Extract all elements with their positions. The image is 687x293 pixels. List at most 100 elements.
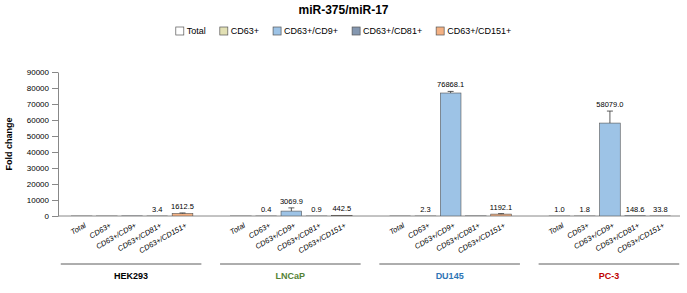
data-label: 58079.0 [596,100,623,109]
y-tick-mark [52,88,58,89]
bar [97,215,118,216]
data-label: 1612.5 [171,202,194,211]
data-label: 0.9 [311,205,321,214]
bar [122,215,143,216]
error-bar-cap [498,213,504,214]
x-tick-label: Total [69,221,88,237]
bar [331,215,352,216]
y-tick: 20000 [27,180,58,189]
legend-item: CD63+/CD81+ [352,26,422,36]
x-tick-label: Total [228,221,247,237]
data-label: 3.4 [152,205,162,214]
bar [231,215,252,216]
error-bar-line [609,111,610,123]
legend-item: CD63+/CD151+ [436,26,511,36]
y-tick: 80000 [27,84,58,93]
y-tick-label: 10000 [27,196,50,205]
x-tick-label: CD63+/CD151+ [297,220,348,255]
error-bar-cap [448,91,454,92]
legend-item: CD63+/CD9+ [273,26,338,36]
y-tick-mark [52,120,58,121]
error-bar [288,208,294,211]
y-tick-label: 60000 [27,116,50,125]
legend-item: Total [176,26,206,36]
y-tick-label: 80000 [27,84,50,93]
bar [466,215,487,216]
error-bar [498,213,504,214]
bar [440,93,461,216]
y-axis-line [58,73,59,217]
data-label: 76868.1 [437,80,464,89]
y-tick: 90000 [27,68,58,77]
y-tick-label: 30000 [27,164,50,173]
y-tick: 0 [45,212,58,221]
y-tick-mark [52,168,58,169]
data-label: 0.4 [261,205,271,214]
x-axis-line [58,216,680,217]
legend-label: Total [187,26,206,36]
error-bar-cap [607,111,613,112]
bar [549,215,570,216]
bar [390,215,411,216]
y-tick-mark [52,72,58,73]
legend-swatch [352,27,360,35]
error-bar [448,91,454,93]
y-tick: 60000 [27,116,58,125]
bar [71,215,92,216]
y-tick-label: 40000 [27,148,50,157]
data-label: 3069.9 [280,197,303,206]
bar [256,215,277,216]
x-tick-label: CD63+/CD151+ [615,220,666,255]
bar [415,215,436,216]
data-label: 1.8 [579,205,589,214]
y-tick-label: 20000 [27,180,50,189]
y-axis: 0 10000 20000 30000 40000 50000 60000 70000 8000… [27,68,59,221]
bar [281,211,302,216]
bar [491,214,512,216]
y-tick-label: 0 [45,212,50,221]
legend-item: CD63+ [220,26,259,36]
chart: miR-375/miR-17 Total CD63+ CD63+/CD9+ CD63+/… [0,0,687,293]
x-tick-label: CD63+/CD151+ [138,220,189,255]
group-label: PC-3 [599,271,620,281]
bar [574,215,595,216]
group-label: DU145 [436,271,464,281]
y-tick: 30000 [27,164,58,173]
data-label: 1192.1 [490,203,512,212]
y-tick-mark [52,136,58,137]
legend-swatch [176,27,184,35]
group-line [539,264,680,265]
error-bar [180,212,186,213]
bar [172,213,193,216]
y-tick: 50000 [27,132,58,141]
bar [306,215,327,216]
data-label: 442.5 [332,204,351,213]
y-tick: 70000 [27,100,58,109]
x-tick-label: Total [547,221,566,237]
legend-label: CD63+/CD9+ [284,26,338,36]
x-tick-label: Total [388,221,407,237]
legend-label: CD63+ [231,26,259,36]
y-tick-label: 70000 [27,100,50,109]
error-bar [607,111,613,123]
x-tick-label: CD63+/CD151+ [456,220,507,255]
title: miR-375/miR-17 [298,3,388,17]
y-tick-mark [52,216,58,217]
bar [147,215,168,216]
data-label: 33.8 [653,205,668,214]
bars [71,91,670,216]
group-label: HEK293 [114,271,148,281]
legend: Total CD63+ CD63+/CD9+ CD63+/CD81+ CD63+/CD1… [176,26,511,36]
y-tick-mark [52,184,58,185]
group-line [220,264,361,265]
data-label: 1.0 [554,205,564,214]
legend-swatch [220,27,228,35]
group-label: LNCaP [276,271,306,281]
y-tick: 10000 [27,196,58,205]
group-line [61,264,202,265]
error-bar-cap [180,212,186,213]
legend-label: CD63+/CD81+ [363,26,422,36]
y-tick: 40000 [27,148,58,157]
error-bar-line [291,208,292,211]
data-label: 2.3 [420,205,430,214]
